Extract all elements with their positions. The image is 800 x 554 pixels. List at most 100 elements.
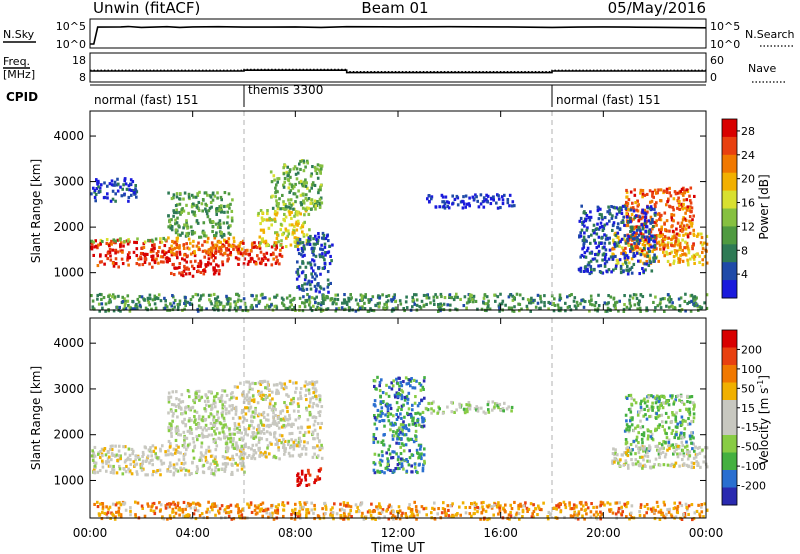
heatmap-cell: [291, 231, 295, 235]
heatmap-cell: [372, 440, 376, 444]
heatmap-cell: [169, 469, 172, 473]
heatmap-cell: [373, 384, 376, 388]
heatmap-cell: [291, 186, 295, 190]
heatmap-cell: [219, 437, 222, 441]
heatmap-cell: [648, 189, 652, 193]
heatmap-cell: [250, 435, 253, 439]
heatmap-cell: [436, 512, 439, 516]
heatmap-cell: [152, 469, 155, 473]
heatmap-cell: [299, 394, 302, 398]
heatmap-cell: [298, 237, 302, 241]
heatmap-cell: [396, 467, 400, 471]
heatmap-cell: [117, 294, 120, 298]
heatmap-cell: [419, 388, 423, 392]
heatmap-cell: [376, 469, 379, 473]
heatmap-cell: [475, 408, 478, 412]
heatmap-cell: [296, 210, 300, 214]
heatmap-cell: [188, 417, 191, 421]
heatmap-cell: [274, 408, 277, 412]
heatmap-cell: [702, 460, 705, 464]
heatmap-cell: [170, 271, 173, 275]
heatmap-cell: [380, 410, 383, 414]
heatmap-cell: [223, 204, 226, 208]
heatmap-cell: [310, 272, 313, 276]
heatmap-cell: [194, 422, 198, 426]
heatmap-cell: [303, 220, 306, 224]
heatmap-cell: [199, 426, 203, 430]
heatmap-cell: [129, 513, 132, 517]
heatmap-cell: [213, 234, 216, 238]
heatmap-cell: [389, 468, 392, 472]
heatmap-cell: [172, 463, 176, 467]
heatmap-cell: [141, 252, 144, 256]
heatmap-cell: [378, 419, 381, 423]
heatmap-cell: [290, 402, 294, 406]
heatmap-cell: [228, 206, 231, 210]
heatmap-cell: [311, 396, 315, 400]
heatmap-cell: [406, 401, 409, 405]
heatmap-cell: [696, 234, 699, 238]
heatmap-cell: [187, 192, 191, 196]
heatmap-cell: [167, 257, 171, 261]
heatmap-cell: [598, 212, 602, 216]
heatmap-cell: [255, 432, 258, 436]
heatmap-cell: [651, 225, 655, 229]
heatmap-cell: [229, 503, 233, 507]
heatmap-cell: [420, 452, 423, 456]
heatmap-cell: [203, 399, 207, 403]
heatmap-cell: [92, 470, 96, 474]
heatmap-cell: [628, 428, 631, 432]
heatmap-cell: [322, 293, 325, 297]
heatmap-cell: [600, 225, 604, 229]
heatmap-cell: [660, 234, 663, 238]
heatmap-cell: [366, 309, 370, 313]
heatmap-cell: [589, 210, 592, 214]
heatmap-cell: [663, 309, 666, 313]
heatmap-cell: [603, 264, 607, 268]
heatmap-cell: [127, 447, 131, 451]
heatmap-cell: [379, 463, 382, 467]
heatmap-cell: [380, 470, 384, 474]
heatmap-cell: [398, 376, 401, 380]
heatmap-cell: [661, 239, 665, 243]
heatmap-cell: [279, 222, 283, 226]
heatmap-cell: [292, 381, 295, 385]
heatmap-cell: [441, 411, 445, 415]
heatmap-cell: [381, 419, 384, 423]
heatmap-cell: [112, 468, 116, 472]
heatmap-cell: [604, 255, 607, 259]
heatmap-cell: [102, 448, 106, 452]
heatmap-cell: [586, 226, 589, 230]
heatmap-cell: [122, 307, 125, 311]
heatmap-cell: [216, 410, 219, 414]
heatmap-cell: [687, 512, 690, 516]
heatmap-cell: [689, 309, 693, 313]
heatmap-cell: [372, 461, 376, 465]
heatmap-cell: [438, 205, 441, 209]
heatmap-cell: [191, 264, 194, 268]
heatmap-cell: [304, 478, 308, 482]
heatmap-cell: [525, 304, 529, 308]
heatmap-cell: [207, 390, 211, 394]
heatmap-cell: [518, 302, 522, 306]
heatmap-cell: [681, 436, 685, 440]
heatmap-cell: [289, 402, 292, 406]
heatmap-cell: [627, 466, 630, 470]
heatmap-cell: [400, 464, 404, 468]
heatmap-cell: [225, 435, 229, 439]
heatmap-cell: [296, 244, 299, 248]
heatmap-cell: [435, 295, 439, 299]
heatmap-cell: [260, 390, 263, 394]
heatmap-cell: [697, 503, 700, 507]
heatmap-cell: [134, 187, 137, 191]
heatmap-cell: [181, 274, 185, 278]
heatmap-cell: [276, 233, 279, 237]
heatmap-cell: [109, 258, 113, 262]
heatmap-cell: [251, 257, 254, 261]
heatmap-cell: [117, 506, 121, 510]
nave-tick-label: 60: [710, 54, 724, 67]
heatmap-cell: [184, 272, 188, 276]
heatmap-cell: [668, 295, 671, 299]
heatmap-cell: [113, 295, 117, 299]
heatmap-cell: [274, 511, 277, 515]
